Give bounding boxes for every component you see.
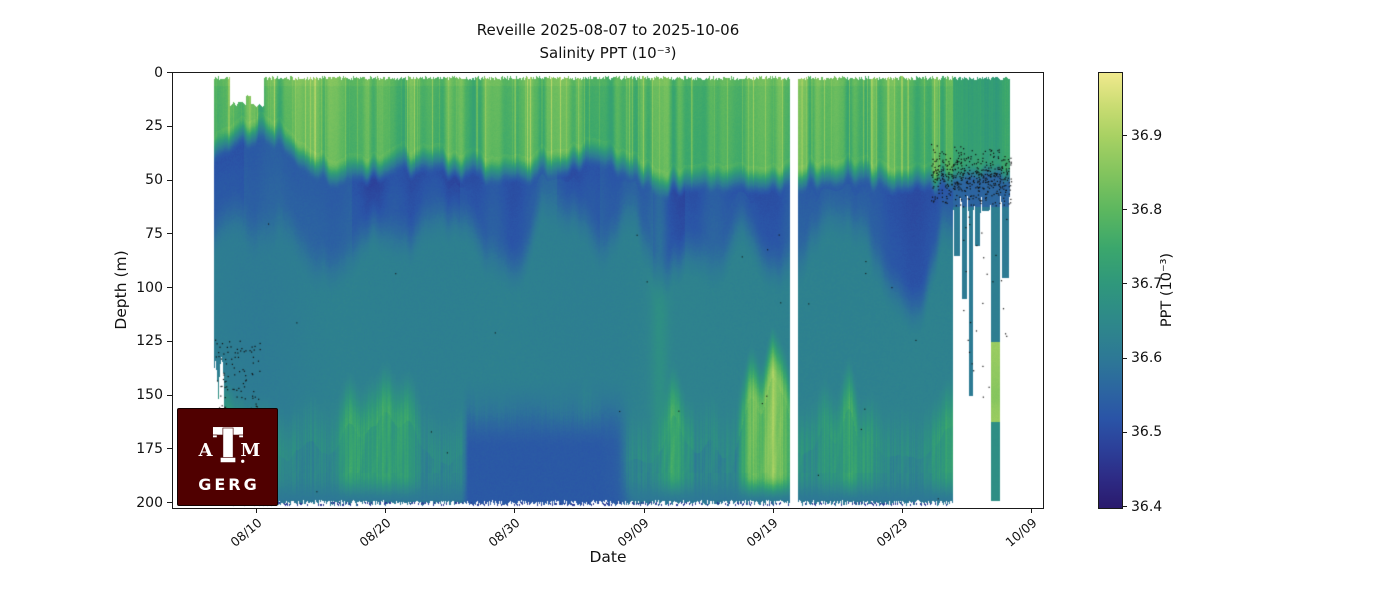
- y-tick-mark: [167, 125, 172, 127]
- colorbar-label: PPT (10⁻³): [1159, 252, 1175, 328]
- y-tick-label: 150: [136, 387, 163, 403]
- colorbar-tick-label: 36.6: [1131, 350, 1163, 367]
- axes-title: Salinity PPT (10⁻³): [539, 44, 677, 62]
- y-tick-label: 25: [145, 118, 163, 135]
- colorbar-tick-label: 36.9: [1131, 127, 1163, 144]
- colorbar-tick-mark: [1123, 506, 1127, 507]
- plot-area: [172, 72, 1044, 509]
- y-tick-mark: [167, 502, 172, 503]
- x-tick-label: 09/29: [872, 515, 911, 550]
- colorbar-gradient: [1099, 73, 1122, 508]
- y-tick-label: 50: [145, 172, 163, 188]
- gerg-logo-text: GERG: [198, 475, 260, 494]
- colorbar-tick-mark: [1123, 135, 1127, 137]
- x-tick-mark: [1031, 508, 1033, 513]
- y-tick-label: 125: [136, 333, 163, 350]
- x-tick-label: 10/09: [1002, 515, 1040, 550]
- x-tick-mark: [902, 508, 903, 513]
- salinity-heatmap-canvas: [173, 73, 1043, 508]
- y-tick-mark: [167, 287, 172, 288]
- svg-text:A: A: [197, 440, 213, 461]
- y-tick-mark: [167, 179, 172, 181]
- colorbar-tick-mark: [1123, 283, 1127, 285]
- colorbar-tick-label: 36.5: [1131, 424, 1163, 441]
- x-tick-mark: [514, 508, 516, 513]
- colorbar-tick-mark: [1123, 431, 1127, 433]
- x-tick-label: 08/30: [485, 515, 523, 550]
- x-tick-label: 09/19: [743, 515, 781, 550]
- svg-text:M: M: [240, 440, 260, 461]
- x-tick-mark: [772, 508, 774, 513]
- colorbar-tick-label: 36.4: [1131, 498, 1163, 515]
- gerg-logo: A M GERG: [177, 408, 278, 506]
- y-tick-mark: [167, 233, 172, 235]
- y-tick-label: 200: [136, 494, 163, 511]
- x-tick-mark: [643, 508, 645, 513]
- x-tick-mark: [385, 508, 387, 513]
- y-tick-label: 100: [136, 279, 163, 296]
- y-tick-mark: [167, 340, 172, 342]
- y-tick-mark: [167, 72, 172, 73]
- colorbar: [1098, 72, 1123, 509]
- y-tick-label: 0: [154, 64, 163, 81]
- y-tick-mark: [167, 394, 172, 396]
- colorbar-tick-mark: [1123, 357, 1127, 359]
- x-tick-label: 08/10: [226, 515, 265, 550]
- figure-title: Reveille 2025-08-07 to 2025-10-06: [476, 21, 740, 39]
- x-tick-label: 08/20: [356, 515, 394, 550]
- colorbar-tick-mark: [1123, 209, 1127, 211]
- y-tick-label: 175: [136, 440, 163, 457]
- tamu-atm-icon: A M: [197, 426, 260, 463]
- y-tick-mark: [167, 448, 172, 450]
- colorbar-tick-label: 36.7: [1131, 275, 1163, 292]
- x-axis-label: Date: [589, 548, 627, 566]
- y-tick-label: 75: [145, 225, 163, 242]
- x-tick-mark: [256, 508, 257, 513]
- colorbar-tick-label: 36.8: [1131, 201, 1163, 218]
